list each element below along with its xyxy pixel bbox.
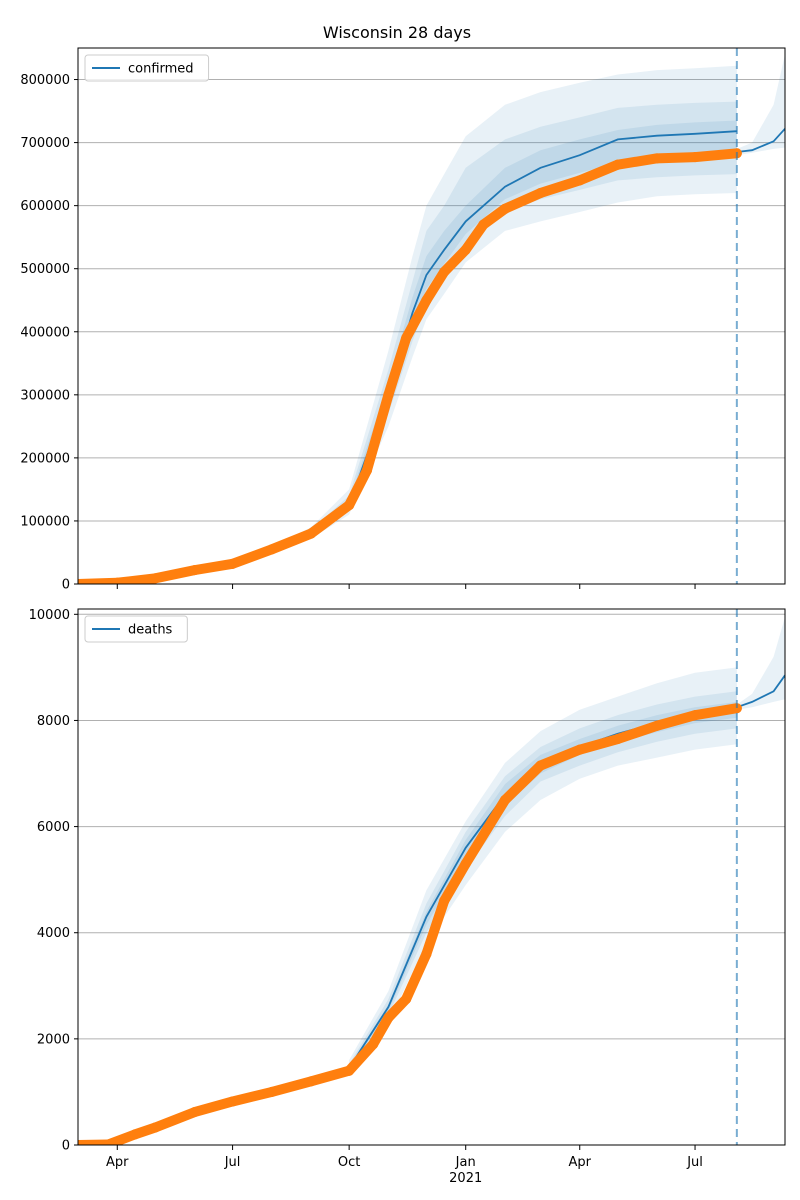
model-line [271,130,737,551]
x-tick-label: Jan [455,1155,476,1170]
x-tick-label: Jul [224,1155,241,1170]
legend: confirmed [84,54,210,82]
observed-segment [535,744,585,771]
observed-segment [189,1096,238,1118]
deaths-panel: 0 2000 4000 6000 8000 10000 Apr Jul Oct Jan Apr Jul… [29,608,786,1186]
observed-segment [344,1039,379,1076]
observed-segment [306,500,355,539]
legend: deaths [84,615,188,643]
y-tick-label: 100000 [20,514,70,529]
observed-segment [344,465,372,511]
y-tick-label: 0 [62,578,70,593]
observed-segment [112,573,161,584]
plot-area [78,617,785,1145]
observed-segment [535,175,585,199]
y-tick-label: 4000 [37,926,70,941]
observed-segment [361,389,394,476]
observed-segment [383,333,412,400]
forecast-line [736,674,785,709]
x-tick-label: Apr [568,1155,591,1170]
plot-area [78,54,785,584]
y-tick-label: 500000 [20,262,70,277]
observed-segment [690,148,742,163]
observed-segment [421,895,450,959]
observed-segment [574,159,623,186]
observed-segment [652,152,701,164]
uncertainty-band [736,617,785,710]
chart-title: Wisconsin 28 days [323,23,471,42]
y-tick-label: 200000 [20,451,70,466]
y-tick-label: 0 [62,1139,70,1154]
y-tick-label: 8000 [37,714,70,729]
y-tick-label: 600000 [20,199,70,214]
x-tick-label: Oct [338,1155,360,1170]
observed-segment [150,1107,200,1133]
legend-box [84,615,188,643]
observed-segment [499,188,546,214]
observed-segment [401,948,432,1005]
observed-segment [439,244,471,277]
axes-frame [77,47,786,585]
observed-segment [612,153,663,170]
y-tick-label: 700000 [20,136,70,151]
observed-segment [421,266,450,306]
observed-segment [189,558,238,576]
x-tick-label: Jul [686,1155,703,1170]
observed-segment [227,544,277,569]
observed-segment [574,734,623,755]
uncertainty-band [736,54,785,156]
uncertainty-band [349,701,737,1070]
observed-segment [499,760,546,806]
observed-segment [652,710,701,731]
y-tick-label: 10000 [29,608,70,623]
y-tick-label: 400000 [20,325,70,340]
observed-segment [227,1086,277,1107]
confirmed-panel: 0 100000 200000 300000 400000 500000 600000 700… [20,47,786,593]
observed-segment [460,219,489,255]
uncertainty-band [271,101,737,552]
observed-segment [401,295,432,344]
observed-segment [306,1065,355,1087]
observed-segment [368,1012,394,1050]
y-tick-label: 300000 [20,388,70,403]
axes-frame [77,608,786,1146]
observed-segment [266,1076,317,1097]
observed-segment [690,703,742,721]
uncertainty-band [349,667,737,1074]
forecast-line [736,128,785,153]
observed-segment [266,528,317,555]
observed-segment [460,795,510,869]
y-tick-label: 2000 [37,1032,70,1047]
x-tick-label: Apr [106,1155,129,1170]
y-tick-label: 800000 [20,73,70,88]
observed-segment [150,565,200,584]
legend-label: confirmed [128,62,194,77]
y-tick-label: 6000 [37,820,70,835]
observed-segment [439,858,471,906]
x-year-label: 2021 [449,1171,482,1186]
legend-box [84,54,210,82]
uncertainty-band [271,65,737,553]
legend-label: deaths [128,623,173,638]
observed-segment [612,720,663,745]
